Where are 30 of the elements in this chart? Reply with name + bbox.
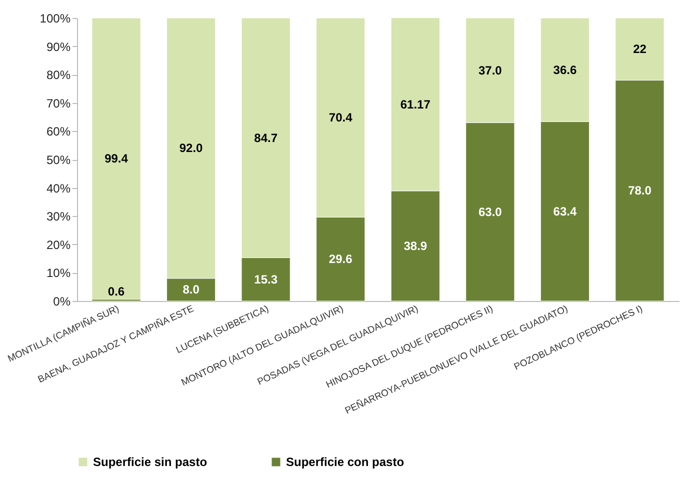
- data-label: 0.6: [108, 284, 125, 298]
- data-label: 78.0: [628, 184, 652, 198]
- data-label: 22: [633, 42, 647, 56]
- y-tick-label: 70%: [46, 96, 71, 110]
- data-label: 63.0: [478, 204, 502, 219]
- y-tick-label: 50%: [46, 153, 71, 167]
- data-label: 36.6: [553, 62, 577, 77]
- data-label: 29.6: [328, 252, 353, 266]
- data-label: 92.0: [179, 141, 204, 156]
- y-tick-label: 90%: [46, 40, 71, 54]
- data-label: 84.7: [254, 130, 278, 145]
- data-label: 99.4: [104, 152, 128, 166]
- y-tick-label: 10%: [46, 266, 71, 280]
- data-label: 63.4: [553, 204, 577, 218]
- data-label: 61.17: [400, 97, 431, 112]
- y-tick-label: 40%: [46, 181, 71, 196]
- bar: [92, 18, 141, 300]
- y-tick-label: 80%: [46, 68, 71, 82]
- data-label: 8.0: [182, 282, 200, 297]
- data-label: 38.9: [404, 238, 428, 253]
- y-tick-label: 20%: [46, 238, 71, 252]
- data-label: 37.0: [478, 63, 502, 78]
- legend-label: Superficie con pasto: [286, 455, 404, 469]
- y-tick-label: 100%: [40, 12, 71, 26]
- y-tick-label: 60%: [46, 124, 71, 139]
- data-label: 15.3: [254, 272, 278, 286]
- y-tick-label: 30%: [46, 210, 71, 224]
- data-label: 70.4: [328, 110, 353, 125]
- legend-label: Superficie sin pasto: [93, 455, 208, 469]
- y-tick-label: 0%: [53, 294, 71, 308]
